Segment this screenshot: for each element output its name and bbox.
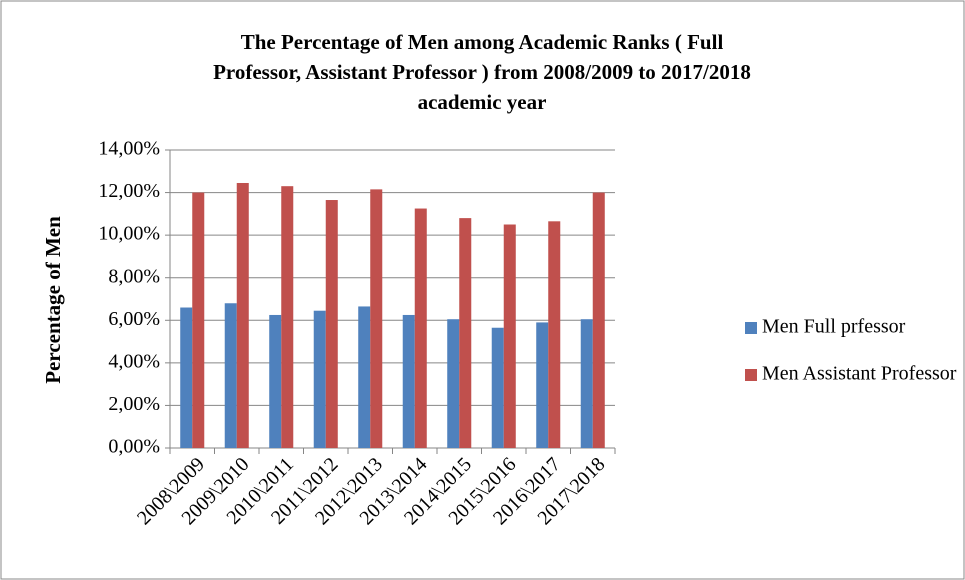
- bar: [370, 189, 383, 448]
- bar: [580, 319, 593, 448]
- bar: [281, 186, 294, 448]
- bar: [192, 192, 205, 448]
- y-tick-label: 4,00%: [108, 350, 160, 372]
- y-tick-label: 12,00%: [98, 180, 160, 202]
- chart-title: Professor, Assistant Professor ) from 20…: [213, 60, 751, 84]
- bar: [503, 224, 516, 448]
- y-tick-label: 0,00%: [108, 436, 160, 458]
- bar: [236, 182, 249, 448]
- bar: [459, 218, 472, 448]
- y-tick-label: 10,00%: [98, 223, 160, 245]
- y-tick-label: 6,00%: [108, 308, 160, 330]
- bar: [325, 200, 338, 448]
- y-tick-label: 2,00%: [108, 393, 160, 415]
- bar: [313, 310, 326, 448]
- bar: [447, 319, 460, 448]
- bar: [180, 307, 193, 448]
- bar: [536, 322, 549, 448]
- bar: [358, 306, 371, 448]
- chart-title: The Percentage of Men among Academic Ran…: [241, 30, 724, 54]
- y-tick-label: 14,00%: [98, 138, 160, 160]
- bar: [269, 314, 282, 448]
- bar: [402, 314, 415, 448]
- bar: [224, 303, 237, 448]
- chart-title: academic year: [418, 90, 547, 114]
- legend-label: Men Full prfessor: [762, 316, 906, 338]
- bar: [414, 208, 427, 448]
- legend-swatch: [745, 322, 757, 334]
- y-axis-label: Percentage of Men: [41, 216, 65, 384]
- bar: [491, 327, 504, 448]
- y-tick-label: 8,00%: [108, 265, 160, 287]
- legend-swatch: [745, 369, 757, 381]
- bar: [548, 221, 561, 448]
- legend-label: Men Assistant Professor: [762, 363, 957, 385]
- bar: [592, 192, 605, 448]
